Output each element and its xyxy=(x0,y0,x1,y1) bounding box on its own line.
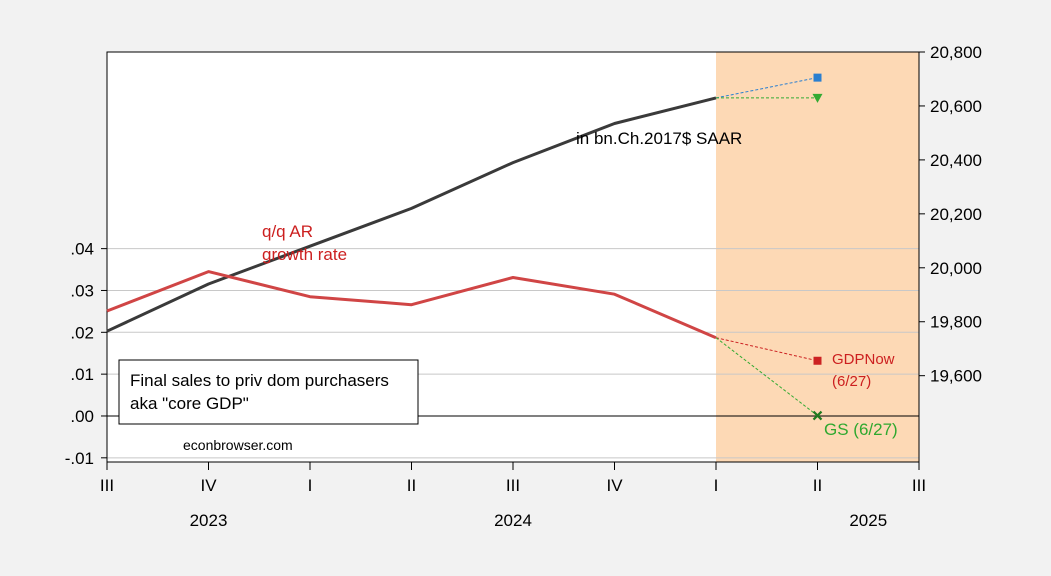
legend-box: Final sales to priv dom purchasers aka "… xyxy=(118,359,419,425)
series-marker-square-2 xyxy=(813,73,822,82)
x-tick-label: III xyxy=(912,476,926,495)
series-line-0 xyxy=(106,96,717,333)
level-label: in bn.Ch.2017$ SAAR xyxy=(576,129,742,148)
left-tick-label: .03 xyxy=(70,281,94,300)
x-tick-label: I xyxy=(714,476,719,495)
right-tick-label: 19,600 xyxy=(930,367,982,386)
growth-label-line1: q/q AR xyxy=(262,222,313,241)
series-line-1 xyxy=(106,270,717,340)
forecast-shaded-region xyxy=(716,52,919,462)
series-marker-square-4 xyxy=(813,356,822,365)
series-line-2 xyxy=(715,77,818,99)
right-axis: 19,600 19,800 20,000 20,200 20,400 20,600 20,8… xyxy=(919,43,982,386)
x-tick-label: II xyxy=(407,476,416,495)
marker-layer xyxy=(812,73,823,421)
left-tick-label: .02 xyxy=(70,323,94,342)
gs-label: GS (6/27) xyxy=(824,420,898,439)
series-line-5 xyxy=(715,337,818,416)
legend-line-2: aka "core GDP" xyxy=(130,394,249,413)
right-tick-label: 20,800 xyxy=(930,43,982,62)
x-tick-label: II xyxy=(813,476,822,495)
left-axis: -.01 .00 .01 .02 .03 .04 xyxy=(65,240,107,468)
growth-label-line2: growth rate xyxy=(262,245,347,264)
series-marker-triangle-3 xyxy=(812,93,823,103)
gdpnow-label-line1: GDPNow xyxy=(832,351,895,368)
x-tick-label: III xyxy=(506,476,520,495)
x-tick-label: III xyxy=(100,476,114,495)
left-tick-label: .01 xyxy=(70,365,94,384)
year-label: 2025 xyxy=(849,511,887,530)
year-label: 2023 xyxy=(190,511,228,530)
right-tick-label: 19,800 xyxy=(930,313,982,332)
right-tick-label: 20,200 xyxy=(930,205,982,224)
left-tick-label: .00 xyxy=(70,407,94,426)
right-tick-label: 20,000 xyxy=(930,259,982,278)
year-label: 2024 xyxy=(494,511,532,530)
x-tick-label: IV xyxy=(200,476,217,495)
series-line-4 xyxy=(715,337,818,362)
gdpnow-label-line2: (6/27) xyxy=(832,373,871,390)
right-tick-label: 20,400 xyxy=(930,151,982,170)
right-tick-label: 20,600 xyxy=(930,97,982,116)
source-label: econbrowser.com xyxy=(183,437,293,453)
x-tick-label: I xyxy=(308,476,313,495)
series-layer xyxy=(106,77,818,416)
left-tick-label: .04 xyxy=(70,240,94,259)
legend-line-1: Final sales to priv dom purchasers xyxy=(130,371,389,390)
left-tick-label: -.01 xyxy=(65,449,94,468)
series-marker-x-5 xyxy=(812,410,823,421)
x-tick-label: IV xyxy=(606,476,623,495)
